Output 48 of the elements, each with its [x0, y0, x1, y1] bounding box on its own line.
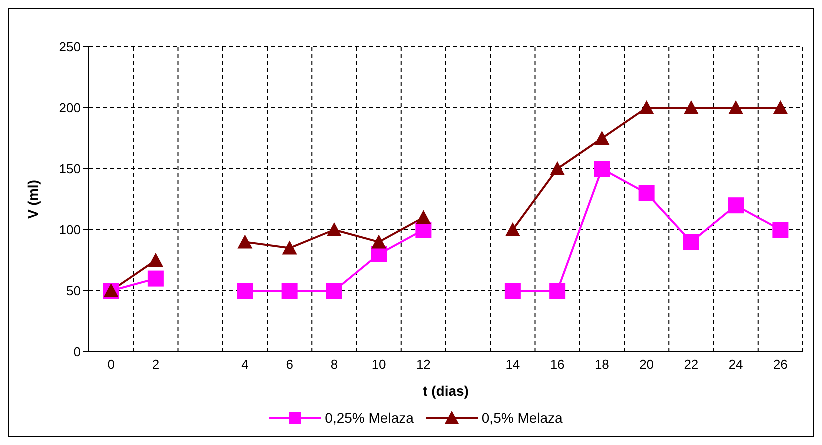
point — [326, 283, 342, 299]
point — [282, 240, 298, 255]
x-tick-label: 4 — [242, 357, 249, 372]
x-tick-label: 16 — [550, 357, 565, 372]
x-tick-label: 6 — [286, 357, 294, 372]
point — [148, 270, 164, 287]
point — [639, 100, 654, 114]
point — [505, 222, 520, 236]
x-tick-label: 14 — [506, 357, 520, 372]
point — [728, 100, 744, 114]
x-tick-label: 24 — [728, 357, 744, 372]
point — [773, 100, 788, 114]
point — [148, 253, 164, 267]
point — [504, 283, 521, 299]
point — [550, 162, 566, 176]
y-tick-label: 100 — [59, 222, 81, 238]
y-tick-label: 50 — [66, 284, 81, 299]
legend-label: 0,5% Melaza — [480, 410, 563, 426]
x-tick-label: 10 — [372, 357, 386, 372]
y-tick-label: 0 — [74, 344, 81, 360]
x-tick-label: 26 — [773, 357, 788, 372]
point — [238, 234, 253, 249]
x-tick-label: 20 — [640, 357, 654, 372]
point — [282, 283, 298, 299]
x-tick-label: 18 — [594, 357, 610, 372]
point — [728, 198, 744, 214]
x-tick-label: 8 — [330, 357, 338, 372]
point — [372, 234, 387, 249]
point — [684, 100, 699, 114]
point — [594, 131, 610, 145]
y-axis-title: V (ml) — [24, 180, 41, 219]
point — [772, 222, 789, 238]
legend-label: 0,25% Melaza — [324, 410, 414, 426]
x-tick-label: 0 — [108, 357, 115, 372]
point — [237, 283, 254, 299]
point — [638, 185, 655, 202]
point — [594, 161, 610, 177]
y-tick-label: 150 — [59, 162, 81, 177]
y-tick-label: 200 — [59, 100, 81, 116]
point — [416, 210, 432, 224]
x-tick-label: 2 — [152, 357, 160, 372]
x-tick-label: 12 — [416, 357, 431, 372]
point — [683, 234, 700, 250]
point — [550, 283, 566, 299]
x-tick-label: 22 — [684, 357, 699, 372]
y-tick-label: 250 — [59, 40, 81, 55]
x-axis-title: t (dias) — [423, 383, 469, 399]
point — [326, 222, 342, 236]
